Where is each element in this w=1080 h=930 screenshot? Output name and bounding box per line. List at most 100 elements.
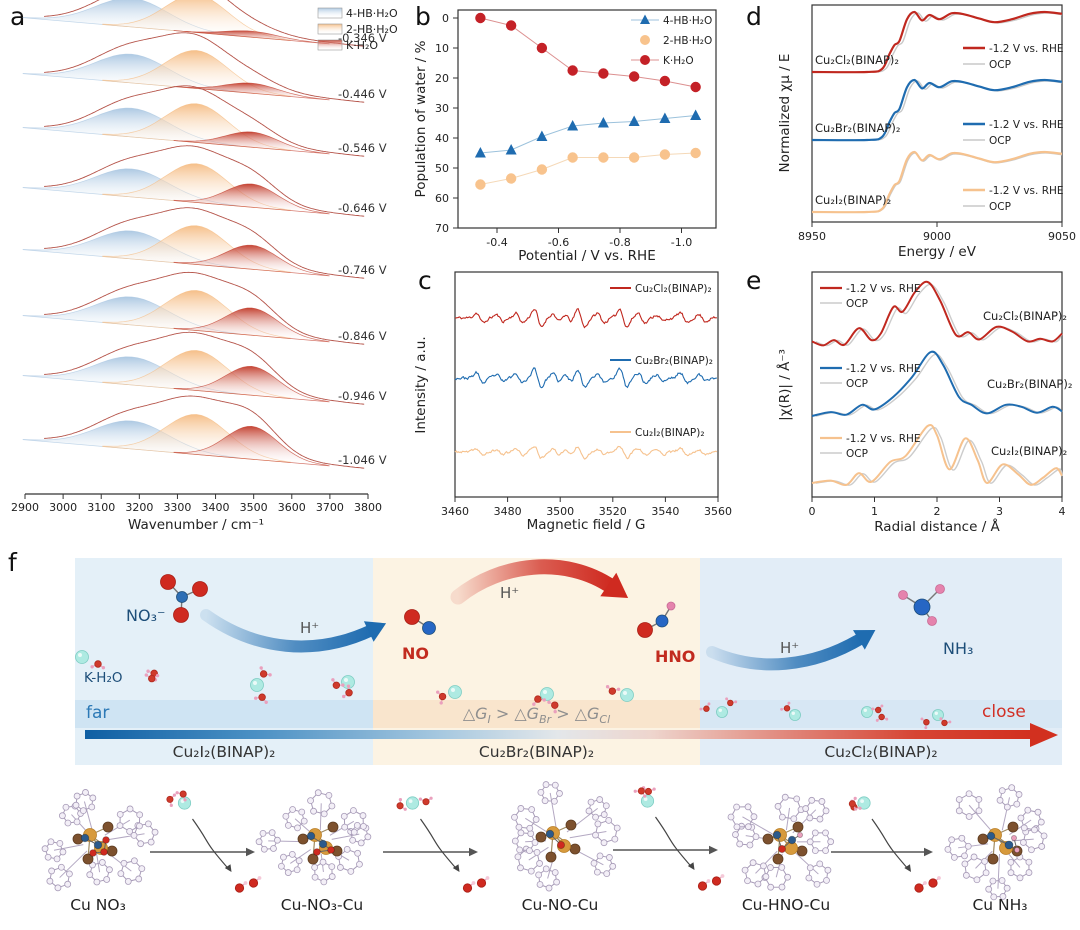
- hydroxide-hydrogen: [471, 881, 476, 885]
- carbon-atom: [596, 796, 604, 803]
- carbon-atom: [744, 823, 752, 831]
- carbon-atom: [41, 845, 49, 853]
- carbon-atom: [314, 789, 322, 797]
- carbon-atom: [592, 813, 599, 821]
- legend-label: -1.2 V vs. RHE: [846, 363, 921, 375]
- water-hydrogen: [342, 694, 346, 699]
- carbon-atom: [126, 828, 134, 835]
- carbon-atom: [531, 839, 539, 846]
- carbon-atom: [64, 819, 72, 827]
- phosphorus-atom: [565, 819, 577, 831]
- carbon-atom: [822, 807, 830, 815]
- carbon-atom: [120, 859, 128, 867]
- y-tick-label: 10: [435, 42, 449, 55]
- bond: [792, 850, 819, 875]
- carbon-atom: [975, 807, 983, 815]
- data-point: [536, 42, 548, 54]
- bond: [106, 833, 145, 841]
- carbon-atom: [990, 893, 998, 901]
- legend-label: K·H₂O: [346, 39, 378, 52]
- carbon-atom: [328, 873, 336, 880]
- carbon-atom: [147, 838, 155, 846]
- carbon-atom: [609, 862, 617, 870]
- carbon-atom: [294, 824, 301, 832]
- carbon-atom: [1017, 814, 1025, 822]
- carbon-atom: [59, 848, 67, 856]
- y-tick-label: 20: [435, 72, 449, 85]
- data-point: [567, 152, 578, 163]
- panel-b-label: b: [415, 2, 431, 31]
- carbon-atom: [93, 878, 101, 886]
- oxygen-atom: [637, 622, 653, 638]
- carbon-atom: [73, 818, 81, 826]
- panel-a-chart: 2900 3000 3100 3200 3300 3400 3500 3600 3700 3800…: [11, 0, 398, 533]
- x-tick-label: 3: [996, 505, 1003, 518]
- h-plus-label-1: H⁺: [300, 619, 320, 637]
- h-plus-label-3: H⁺: [780, 639, 800, 657]
- carbon-atom: [311, 873, 319, 881]
- water-hydrogen: [780, 707, 784, 711]
- potential-label: -0.846 V: [338, 329, 387, 343]
- step-label-2: Cu-NO₃-Cu: [280, 896, 364, 914]
- k-h2o-label: K-H₂O: [84, 670, 123, 686]
- carbon-atom: [736, 840, 744, 848]
- water-component-2: [173, 131, 330, 155]
- water-hydrogen: [725, 697, 729, 701]
- nitrogen-atom: [176, 591, 188, 603]
- bond: [525, 817, 549, 834]
- ion-highlight: [934, 711, 938, 715]
- carbon-atom: [805, 874, 813, 882]
- legend-swatch: [317, 7, 343, 19]
- data-point: [475, 179, 486, 190]
- data-point: [505, 173, 517, 184]
- y-tick-label: 60: [435, 192, 449, 205]
- h-atom: [1011, 834, 1018, 841]
- water-hydrogen: [633, 789, 637, 793]
- carbon-atom: [802, 805, 810, 812]
- ion-highlight: [860, 799, 864, 803]
- carbon-atom: [970, 853, 978, 861]
- x-tick-label: 3700: [316, 501, 344, 514]
- water-hydrogen: [853, 796, 857, 800]
- bond: [742, 816, 776, 836]
- carbon-atom: [781, 793, 789, 801]
- data-point: [628, 152, 640, 163]
- curved-arrowhead: [687, 862, 695, 870]
- carbon-atom: [528, 806, 536, 813]
- ion-highlight: [643, 797, 648, 801]
- water-component-2: [173, 366, 330, 403]
- x-axis-title: Energy / eV: [898, 244, 977, 260]
- potassium-ion: [716, 706, 728, 718]
- carbon-atom: [89, 794, 97, 802]
- water-hydrogen: [643, 794, 647, 798]
- y-tick-label: 0: [442, 12, 449, 25]
- potassium-ion: [448, 685, 462, 699]
- curved-arrow: [871, 818, 910, 871]
- spectrum-envelope: [44, 331, 365, 405]
- water-hydrogen: [854, 807, 858, 811]
- carbon-atom: [590, 859, 598, 867]
- step-label-5: Cu NH₃: [972, 896, 1028, 914]
- water-oxygen: [534, 695, 542, 703]
- water-hydrogen: [155, 673, 160, 678]
- carbon-atom: [349, 836, 357, 844]
- carbon-atom: [511, 813, 518, 821]
- catalyst-label-br: Cu₂Br₂(BINAP)₂: [478, 743, 595, 761]
- legend-swatch: [317, 39, 343, 51]
- carbon-atom: [359, 812, 367, 819]
- x-tick-label: 3400: [202, 501, 230, 514]
- carbon-atom: [514, 853, 522, 861]
- free-energy-relation: △GI > △GBr > △GCl: [373, 704, 700, 726]
- carbon-atom: [259, 829, 267, 837]
- carbon-atom: [86, 871, 94, 879]
- panel-e-label: e: [746, 266, 762, 295]
- phosphorus-atom: [307, 853, 319, 865]
- water-hydrogen: [787, 701, 791, 705]
- carbon-atom: [288, 850, 296, 858]
- hydroxide-hydrogen: [720, 874, 725, 878]
- gradient-arrowhead: [1030, 723, 1058, 747]
- data-point: [474, 147, 486, 158]
- carbon-atom: [517, 829, 525, 837]
- data-point: [690, 109, 702, 120]
- spectrum-envelope: [43, 85, 365, 157]
